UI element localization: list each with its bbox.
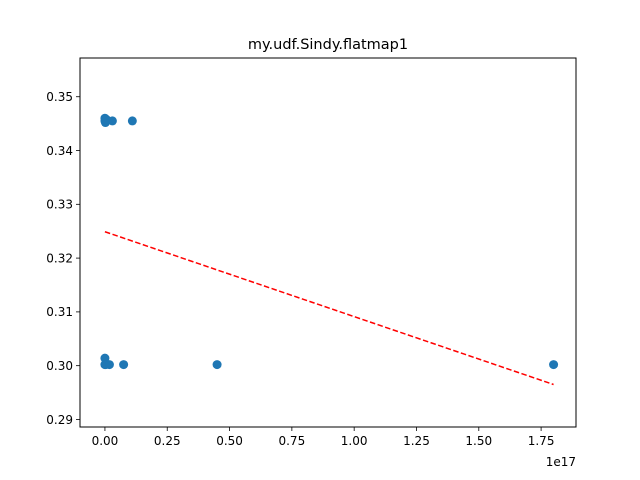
data-point	[212, 360, 222, 370]
data-point	[104, 360, 114, 370]
trend-line	[104, 231, 554, 386]
x-tick-label: 0.75	[278, 434, 305, 448]
x-tick-label: 1.00	[341, 434, 368, 448]
y-tick-label: 0.34	[46, 144, 73, 158]
data-point	[119, 360, 129, 370]
x-axis: 0.00 0.25 0.50 0.75 1.00 1.25 1.50 1.75	[92, 427, 555, 448]
data-point	[549, 360, 559, 370]
data-point	[127, 116, 137, 126]
y-tick-label: 0.32	[46, 251, 73, 265]
y-tick-label: 0.31	[46, 305, 73, 319]
data-point	[107, 116, 117, 126]
x-tick-label: 0.25	[154, 434, 181, 448]
x-tick-label: 1.25	[403, 434, 430, 448]
x-tick-label: 1.75	[528, 434, 555, 448]
y-tick-label: 0.33	[46, 198, 73, 212]
x-tick-label: 1.50	[465, 434, 492, 448]
x-tick-label: 0.00	[92, 434, 119, 448]
y-tick-label: 0.35	[46, 90, 73, 104]
plot-frame	[79, 57, 577, 428]
x-axis-offset-text: 1e17	[546, 455, 576, 469]
plot-area	[100, 113, 559, 386]
y-tick-label: 0.29	[46, 413, 73, 427]
y-axis: 0.29 0.30 0.31 0.32 0.33 0.34 0.35	[46, 90, 80, 427]
y-tick-label: 0.30	[46, 359, 73, 373]
chart-title: my.udf.Sindy.flatmap1	[248, 37, 408, 53]
x-tick-label: 0.50	[216, 434, 243, 448]
